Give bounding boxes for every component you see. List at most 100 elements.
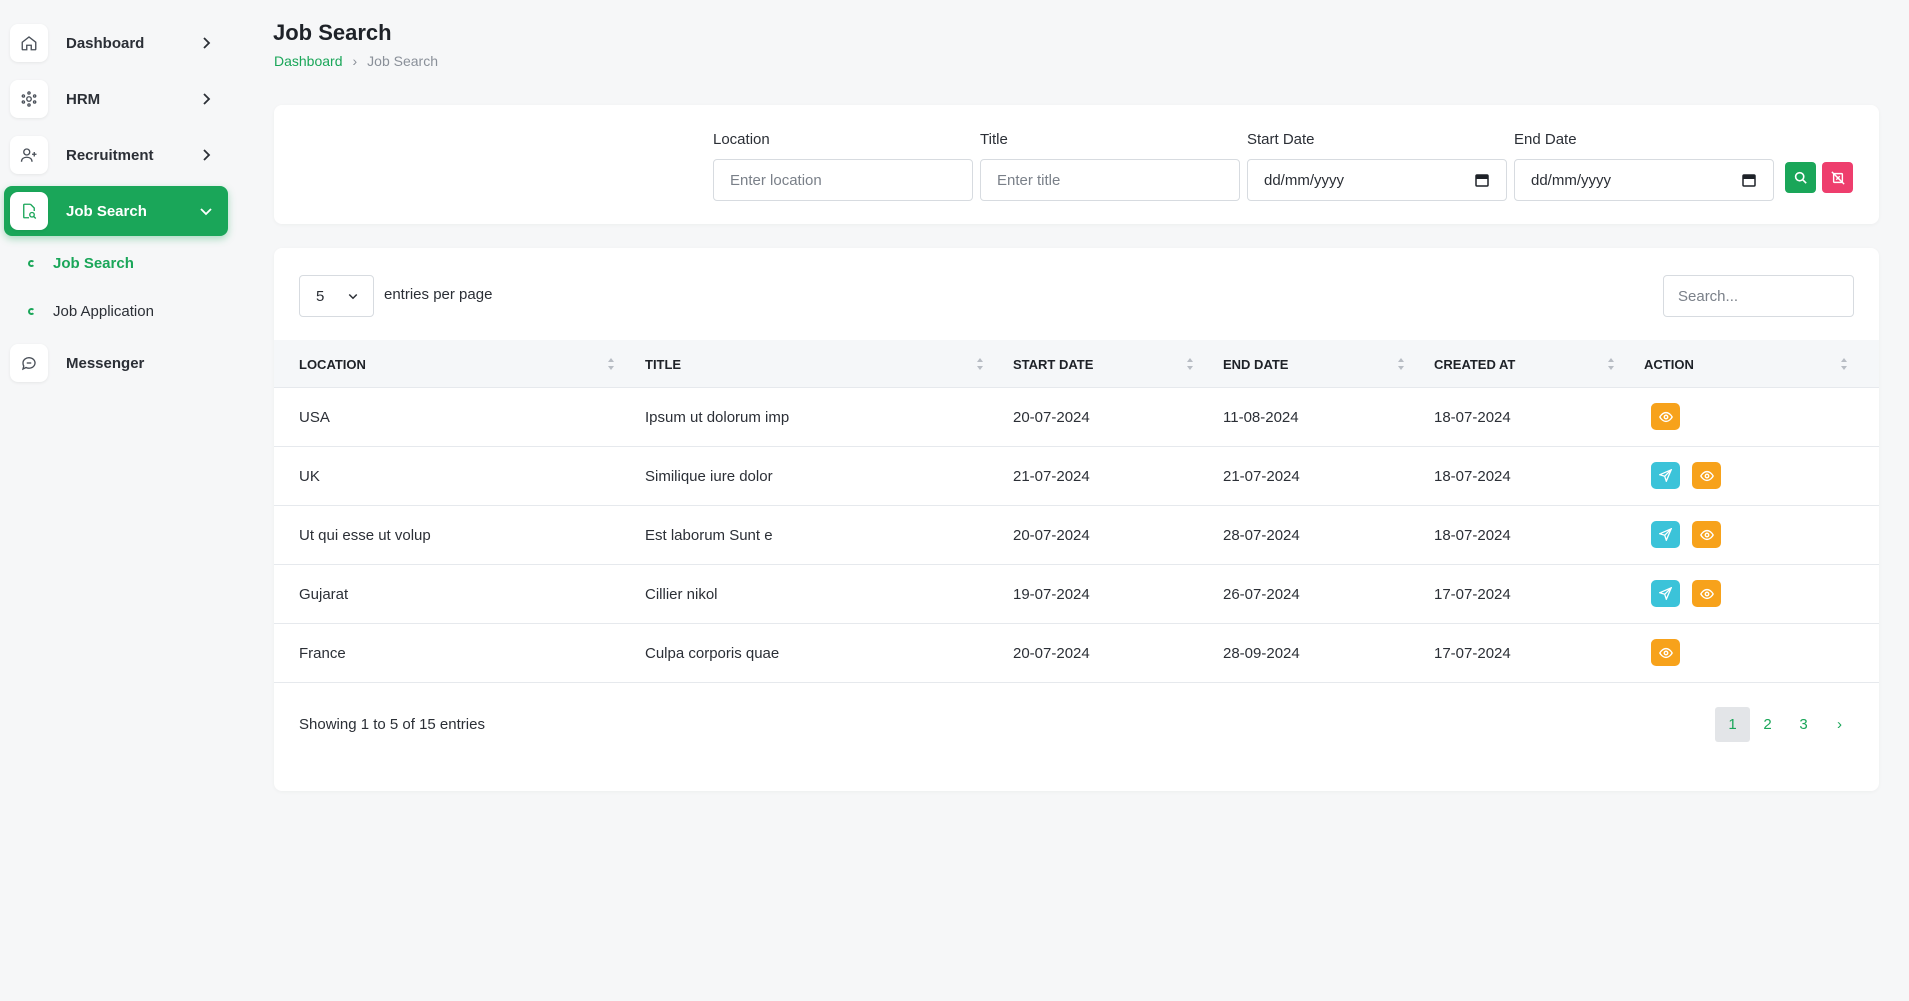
calendar-icon[interactable] xyxy=(1474,172,1490,188)
table-card: 5 entries per page LOCATION TITLE START … xyxy=(274,248,1879,791)
table-row: UK Similique iure dolor 21-07-2024 21-07… xyxy=(274,447,1879,506)
subitem-label: Job Search xyxy=(53,254,134,272)
sidebar-item-messenger[interactable]: Messenger xyxy=(4,338,228,388)
subitem-label: Job Application xyxy=(53,302,154,320)
send-icon xyxy=(1659,469,1672,482)
eye-icon xyxy=(1658,647,1673,658)
filter-off-icon xyxy=(1830,170,1845,185)
view-button[interactable] xyxy=(1692,462,1721,489)
chevron-down-icon xyxy=(348,293,358,300)
sort-icon[interactable] xyxy=(607,357,615,371)
cell-title: Est laborum Sunt e xyxy=(645,526,773,544)
cell-location: UK xyxy=(299,467,320,485)
sort-icon[interactable] xyxy=(1397,357,1405,371)
cell-start-date: 21-07-2024 xyxy=(1013,467,1090,485)
sidebar-item-hrm[interactable]: HRM xyxy=(4,74,228,124)
breadcrumb-home-link[interactable]: Dashboard xyxy=(274,53,343,69)
cell-start-date: 20-07-2024 xyxy=(1013,408,1090,426)
cell-end-date: 28-07-2024 xyxy=(1223,526,1300,544)
cell-created-at: 18-07-2024 xyxy=(1434,408,1511,426)
sort-icon[interactable] xyxy=(976,357,984,371)
cell-end-date: 28-09-2024 xyxy=(1223,644,1300,662)
cell-created-at: 17-07-2024 xyxy=(1434,644,1511,662)
cell-location: France xyxy=(299,644,346,662)
table-search-input[interactable] xyxy=(1663,275,1854,317)
sidebar-item-label: Messenger xyxy=(66,354,145,372)
view-button[interactable] xyxy=(1692,521,1721,548)
title-label: Title xyxy=(980,131,1008,148)
eye-icon xyxy=(1699,529,1714,540)
cell-title: Culpa corporis quae xyxy=(645,644,780,662)
view-button[interactable] xyxy=(1651,403,1680,430)
apply-button[interactable] xyxy=(1651,521,1680,548)
eye-icon xyxy=(1699,470,1714,481)
chevron-right-icon xyxy=(203,149,211,161)
subitem-job-search[interactable]: Job Search xyxy=(28,250,134,276)
file-search-icon xyxy=(10,192,48,230)
column-header-location[interactable]: LOCATION xyxy=(299,356,366,372)
start-date-input[interactable]: dd/mm/yyyy xyxy=(1247,159,1507,201)
page-2-button[interactable]: 2 xyxy=(1763,716,1772,733)
page-title: Job Search xyxy=(273,20,392,45)
sidebar-item-job-search[interactable]: Job Search xyxy=(4,186,228,236)
filter-card: Location Title Start Date dd/mm/yyyy End… xyxy=(274,105,1879,224)
home-icon xyxy=(10,24,48,62)
clear-filter-button[interactable] xyxy=(1822,162,1853,193)
per-page-label: entries per page xyxy=(384,286,493,303)
chat-icon xyxy=(10,344,48,382)
sort-icon[interactable] xyxy=(1607,357,1615,371)
cell-title: Ipsum ut dolorum imp xyxy=(645,408,790,426)
column-header-start-date[interactable]: START DATE xyxy=(1013,356,1094,372)
sidebar-item-recruitment[interactable]: Recruitment xyxy=(4,130,228,180)
table-row: Ut qui esse ut volup Est laborum Sunt e … xyxy=(274,506,1879,565)
column-header-end-date[interactable]: END DATE xyxy=(1223,356,1289,372)
chevron-down-icon xyxy=(200,208,212,216)
sidebar-item-label: Job Search xyxy=(66,202,147,220)
cell-location: Gujarat xyxy=(299,585,349,603)
per-page-value: 5 xyxy=(316,287,325,305)
start-date-value: dd/mm/yyyy xyxy=(1264,171,1345,189)
cell-location: USA xyxy=(299,408,330,426)
eye-icon xyxy=(1658,411,1673,422)
search-icon xyxy=(1794,171,1807,184)
page-1-button[interactable]: 1 xyxy=(1715,707,1750,742)
cell-end-date: 26-07-2024 xyxy=(1223,585,1300,603)
next-page-button[interactable]: › xyxy=(1837,716,1842,733)
cell-title: Cillier nikol xyxy=(645,585,718,603)
table-row: France Culpa corporis quae 20-07-2024 28… xyxy=(274,624,1879,683)
table-header: LOCATION TITLE START DATE END DATE CREAT… xyxy=(274,340,1879,388)
cell-start-date: 20-07-2024 xyxy=(1013,526,1090,544)
column-header-created-at[interactable]: CREATED AT xyxy=(1434,356,1516,372)
start-date-field-group: Start Date dd/mm/yyyy xyxy=(1247,131,1507,201)
title-input[interactable] xyxy=(980,159,1240,201)
chevron-right-icon: › xyxy=(352,53,358,69)
apply-button[interactable] xyxy=(1651,580,1680,607)
subitem-job-application[interactable]: Job Application xyxy=(28,298,154,324)
eye-icon xyxy=(1699,588,1714,599)
view-button[interactable] xyxy=(1692,580,1721,607)
end-date-field-group: End Date dd/mm/yyyy xyxy=(1514,131,1774,201)
view-button[interactable] xyxy=(1651,639,1680,666)
location-input[interactable] xyxy=(713,159,973,201)
entries-per-page-select[interactable]: 5 xyxy=(299,275,374,317)
sort-icon[interactable] xyxy=(1840,357,1848,371)
sidebar-item-label: Recruitment xyxy=(66,146,154,164)
sidebar-item-dashboard[interactable]: Dashboard xyxy=(4,18,228,68)
sidebar: Dashboard HRM Recruitment Job Search Job… xyxy=(0,0,236,1001)
page-3-button[interactable]: 3 xyxy=(1799,716,1808,733)
chevron-right-icon xyxy=(203,37,211,49)
title-field-group: Title xyxy=(980,131,1240,201)
sort-icon[interactable] xyxy=(1186,357,1194,371)
send-icon xyxy=(1659,587,1672,600)
apply-button[interactable] xyxy=(1651,462,1680,489)
end-date-input[interactable]: dd/mm/yyyy xyxy=(1514,159,1774,201)
sidebar-item-label: Dashboard xyxy=(66,34,145,52)
bullet-icon xyxy=(28,259,35,267)
column-header-title[interactable]: TITLE xyxy=(645,356,682,372)
breadcrumb-current: Job Search xyxy=(367,53,438,69)
calendar-icon[interactable] xyxy=(1741,172,1757,188)
bullet-icon xyxy=(28,307,35,315)
search-button[interactable] xyxy=(1785,162,1816,193)
send-icon xyxy=(1659,528,1672,541)
cell-end-date: 11-08-2024 xyxy=(1223,408,1299,426)
